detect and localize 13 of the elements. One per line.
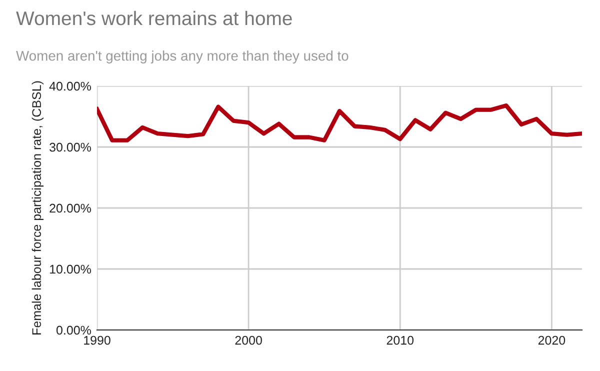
y-tick-label: 30.00% bbox=[50, 142, 91, 152]
y-tick-label: 0.00% bbox=[56, 326, 91, 335]
x-tick-label: 2000 bbox=[235, 336, 262, 345]
x-tick-label: 1990 bbox=[84, 336, 110, 345]
x-tick-label: 2010 bbox=[386, 336, 414, 345]
x-tick-label: 2020 bbox=[538, 336, 566, 345]
chart-subtitle: Women aren't getting jobs any more than they used to bbox=[16, 50, 348, 64]
y-tick-label: 10.00% bbox=[50, 264, 91, 274]
chart-title: Women's work remains at home bbox=[16, 10, 292, 26]
line-series bbox=[97, 103, 582, 142]
y-tick-label: 40.00% bbox=[49, 82, 91, 91]
y-tick-label: 20.00% bbox=[50, 204, 91, 213]
y-axis-title: Female labour force participation rate, (CBSL) bbox=[32, 81, 44, 334]
